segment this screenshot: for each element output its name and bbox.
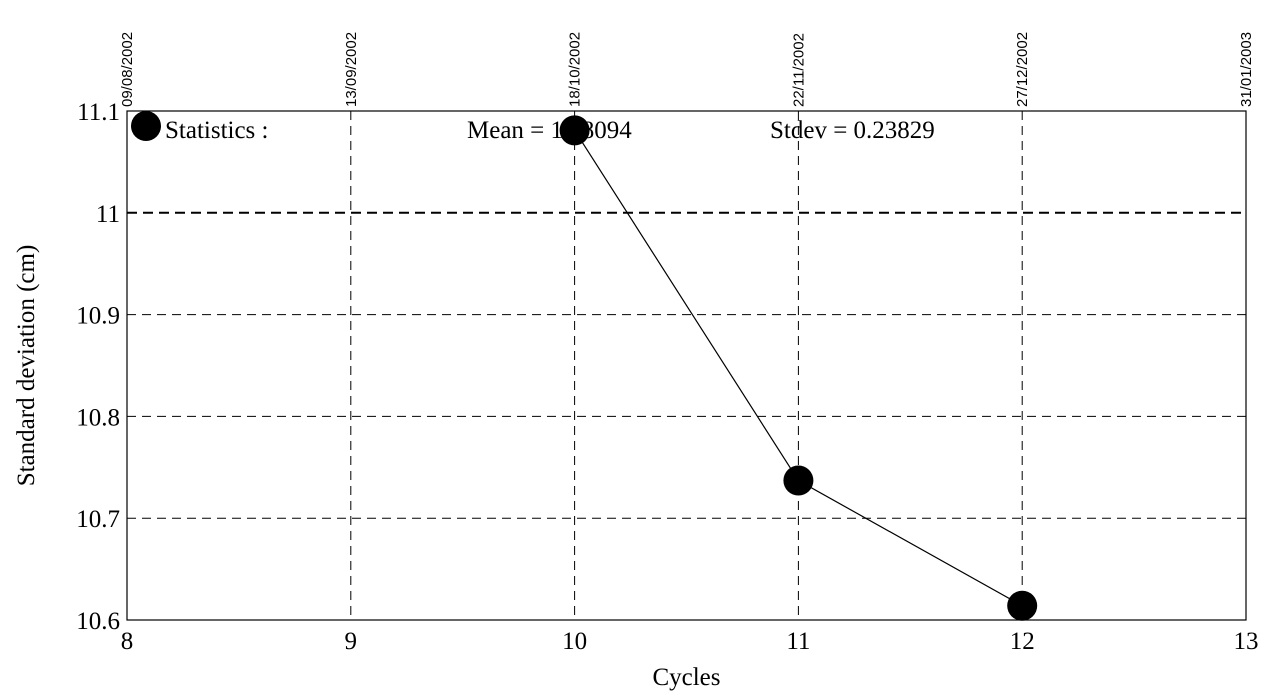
y-tick-label: 10.7 (76, 506, 120, 533)
legend: Statistics : Mean = 10.8094 Stdev = 0.23… (131, 111, 935, 144)
x-axis-title: Cycles (652, 664, 720, 691)
date-label: 18/10/2002 (567, 32, 584, 107)
date-label: 13/09/2002 (343, 32, 360, 107)
legend-stdev: Stdev = 0.23829 (770, 117, 935, 144)
plot-frame (126, 110, 1247, 621)
y-axis-ticks: 10.6 10.7 10.8 10.9 11 11.1 (76, 99, 120, 635)
x-tick-label: 8 (121, 628, 134, 655)
data-point (783, 465, 814, 496)
y-tick-label: 10.8 (76, 404, 120, 431)
top-date-axis: 09/08/2002 13/09/2002 18/10/2002 22/11/2002… (119, 32, 1255, 107)
x-axis-ticks: 8 9 10 11 12 13 (121, 628, 1259, 655)
y-tick-label: 10.9 (76, 303, 120, 330)
date-label: 27/12/2002 (1014, 32, 1031, 107)
date-label: 22/11/2002 (790, 33, 807, 107)
x-tick-label: 12 (1010, 628, 1035, 655)
y-axis-title: Standard deviation (cm) (13, 245, 40, 487)
x-tick-label: 9 (345, 628, 358, 655)
series-layer (559, 115, 1038, 621)
x-tick-label: 10 (562, 628, 587, 655)
y-tick-label: 11 (96, 201, 120, 228)
grid-lines (127, 111, 1246, 620)
legend-marker (131, 111, 161, 141)
date-label: 31/01/2003 (1238, 32, 1255, 107)
y-tick-label: 11.1 (77, 99, 120, 126)
legend-label: Statistics : (165, 117, 268, 144)
legend-mean: Mean = 10.8094 (467, 117, 632, 144)
x-tick-label: 11 (786, 628, 810, 655)
x-tick-label: 13 (1234, 628, 1259, 655)
date-label: 09/08/2002 (119, 32, 136, 107)
y-tick-label: 10.6 (76, 608, 120, 635)
data-point (1007, 590, 1038, 621)
data-point (559, 115, 590, 146)
